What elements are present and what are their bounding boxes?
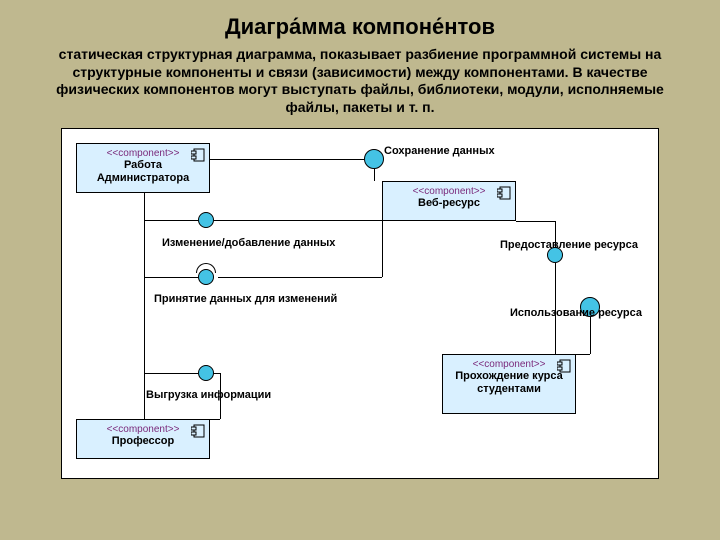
edge-use_res_line [590,317,591,354]
component-name: Профессор [81,435,205,448]
label-unload_info: Выгрузка информации [146,389,271,401]
page-title: Диагра́мма компоне́нтов [0,14,720,40]
component-name: Веб-ресурс [387,197,511,210]
component-stereotype: <<component>> [81,148,205,159]
edge-save_to_webres [374,169,375,181]
edge-webres_down1 [382,220,383,277]
edge-use_res_h [576,354,590,355]
label-provide_res: Предоставление ресурса [500,239,638,251]
component-professor: <<component>>Профессор [76,419,210,459]
component-icon [497,186,511,200]
edge-webres_to_accept [218,277,382,278]
edge-admin_down [144,193,145,419]
component-name: Работа Администратора [81,159,205,184]
interface-save_data [364,149,384,169]
interface-unload_info [198,365,214,381]
edge-change_to_webres [214,220,382,221]
edge-admin_to_save [210,159,364,160]
label-accept_change: Принятие данных для изменений [154,293,337,305]
label-data_change: Изменение/добавление данных [162,237,335,249]
interface-accept_change [198,269,214,285]
component-stereotype: <<component>> [387,186,511,197]
component-diagram: <<component>>Работа Администратора<<comp… [61,128,659,479]
page-description: статическая структурная диаграмма, показ… [0,46,720,116]
label-save_data: Сохранение данных [384,145,495,157]
edge-admin_to_accept [144,277,198,278]
component-stereotype: <<component>> [447,359,571,370]
component-webres: <<component>>Веб-ресурс [382,181,516,221]
component-course: <<component>>Прохождение курса студентам… [442,354,576,414]
component-stereotype: <<component>> [81,424,205,435]
edge-unload_to_prof_h2 [210,419,220,420]
label-use_res: Использование ресурса [510,307,642,319]
edge-admin_to_unload [144,373,198,374]
edge-admin_to_change [144,220,198,221]
component-name: Прохождение курса студентами [447,370,571,395]
interface-data_change [198,212,214,228]
edge-webres_right [516,221,555,222]
slide: Диагра́мма компоне́нтов статическая стру… [0,0,720,540]
component-admin: <<component>>Работа Администратора [76,143,210,193]
component-icon [191,424,205,438]
component-icon [191,148,205,162]
component-icon [557,359,571,373]
